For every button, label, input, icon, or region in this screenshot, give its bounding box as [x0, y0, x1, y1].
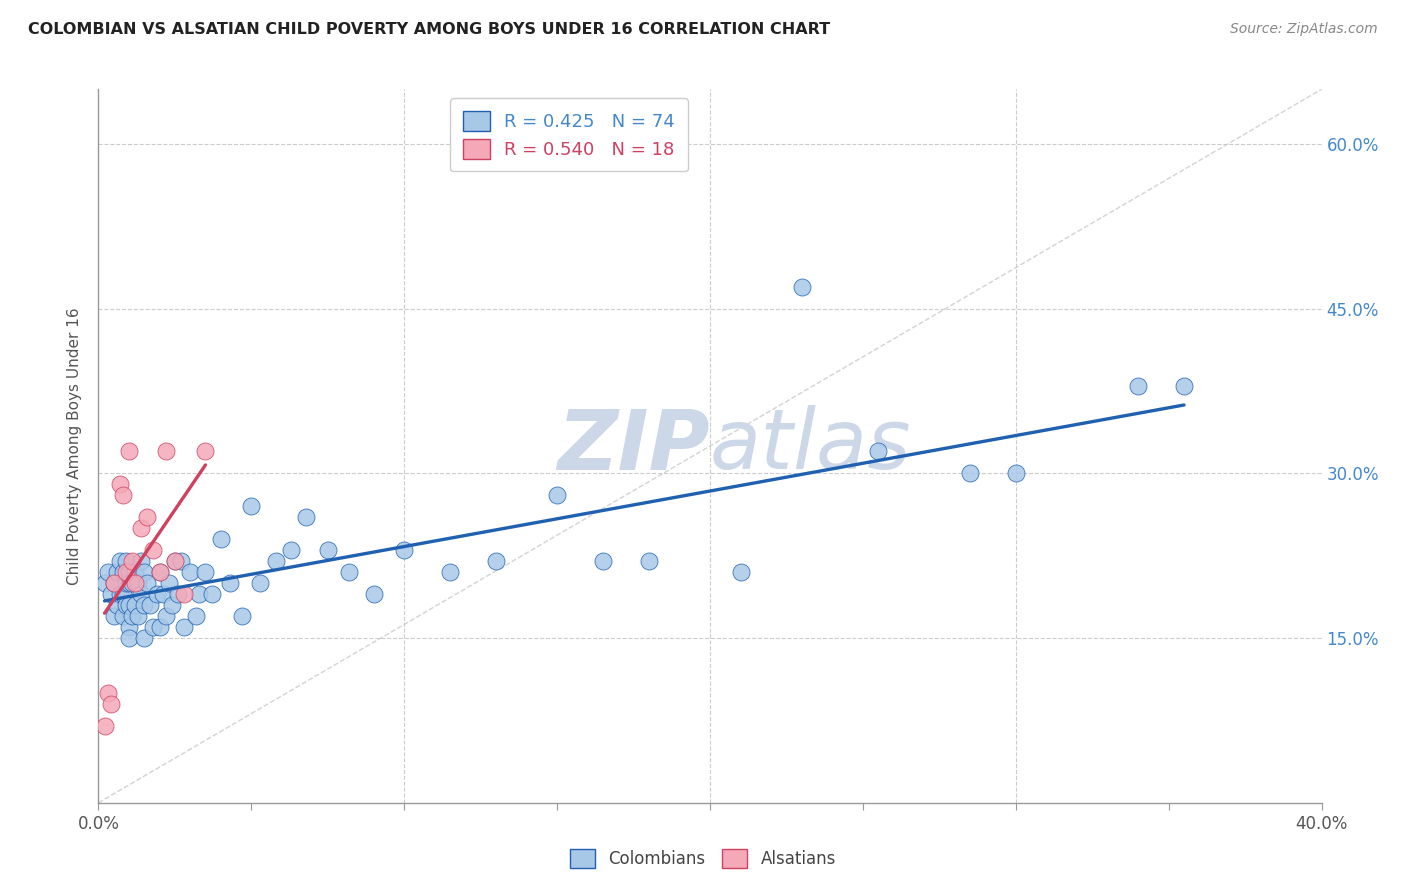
Point	[118, 620, 141, 634]
Text: COLOMBIAN VS ALSATIAN CHILD POVERTY AMONG BOYS UNDER 16 CORRELATION CHART: COLOMBIAN VS ALSATIAN CHILD POVERTY AMON…	[28, 22, 831, 37]
Point	[108, 477, 131, 491]
Text: ZIP: ZIP	[557, 406, 710, 486]
Point	[546, 488, 568, 502]
Y-axis label: Child Poverty Among Boys Under 16: Child Poverty Among Boys Under 16	[67, 307, 83, 585]
Point	[790, 280, 813, 294]
Point	[249, 576, 271, 591]
Point	[337, 566, 360, 580]
Point	[439, 566, 461, 580]
Point	[100, 697, 122, 711]
Point	[97, 686, 120, 700]
Point	[121, 554, 143, 568]
Point	[170, 554, 193, 568]
Point	[209, 533, 232, 547]
Point	[108, 554, 131, 568]
Point	[105, 566, 128, 580]
Point	[118, 598, 141, 612]
Point	[157, 576, 180, 591]
Point	[105, 598, 128, 612]
Legend: R = 0.425   N = 74, R = 0.540   N = 18: R = 0.425 N = 74, R = 0.540 N = 18	[450, 98, 688, 171]
Point	[134, 566, 156, 580]
Point	[129, 521, 152, 535]
Point	[124, 566, 146, 580]
Point	[108, 587, 131, 601]
Point	[149, 566, 172, 580]
Point	[118, 576, 141, 591]
Point	[111, 587, 134, 601]
Point	[111, 609, 134, 624]
Point	[93, 719, 115, 733]
Point	[1173, 378, 1195, 392]
Point	[730, 566, 752, 580]
Point	[637, 554, 661, 568]
Point	[160, 598, 183, 612]
Point	[167, 587, 190, 601]
Point	[173, 587, 195, 601]
Point	[127, 576, 149, 591]
Point	[280, 543, 302, 558]
Point	[152, 587, 174, 601]
Point	[93, 576, 115, 591]
Point	[111, 488, 134, 502]
Point	[592, 554, 614, 568]
Point	[231, 609, 253, 624]
Point	[111, 566, 134, 580]
Point	[186, 609, 208, 624]
Point	[163, 554, 186, 568]
Point	[129, 587, 152, 601]
Point	[115, 576, 138, 591]
Point	[115, 566, 138, 580]
Point	[363, 587, 385, 601]
Point	[295, 510, 318, 524]
Point	[179, 566, 201, 580]
Point	[1128, 378, 1150, 392]
Point	[121, 576, 143, 591]
Point	[149, 620, 172, 634]
Point	[136, 510, 159, 524]
Point	[142, 543, 165, 558]
Text: Source: ZipAtlas.com: Source: ZipAtlas.com	[1230, 22, 1378, 37]
Point	[136, 576, 159, 591]
Point	[129, 554, 152, 568]
Text: atlas: atlas	[710, 406, 911, 486]
Point	[868, 444, 890, 458]
Point	[118, 444, 141, 458]
Point	[316, 543, 339, 558]
Point	[134, 631, 156, 645]
Point	[134, 598, 156, 612]
Point	[100, 587, 122, 601]
Point	[97, 566, 120, 580]
Point	[188, 587, 211, 601]
Point	[194, 444, 217, 458]
Point	[118, 566, 141, 580]
Legend: Colombians, Alsatians: Colombians, Alsatians	[564, 843, 842, 875]
Point	[124, 598, 146, 612]
Point	[219, 576, 242, 591]
Point	[118, 631, 141, 645]
Point	[959, 467, 981, 481]
Point	[194, 566, 217, 580]
Point	[392, 543, 416, 558]
Point	[103, 609, 125, 624]
Point	[127, 609, 149, 624]
Point	[173, 620, 195, 634]
Point	[145, 587, 167, 601]
Point	[115, 554, 138, 568]
Point	[121, 609, 143, 624]
Point	[155, 444, 177, 458]
Point	[115, 598, 138, 612]
Point	[155, 609, 177, 624]
Point	[139, 598, 162, 612]
Point	[240, 500, 263, 514]
Point	[1004, 467, 1026, 481]
Point	[103, 576, 125, 591]
Point	[264, 554, 287, 568]
Point	[200, 587, 222, 601]
Point	[149, 566, 172, 580]
Point	[124, 576, 146, 591]
Point	[485, 554, 508, 568]
Point	[103, 576, 125, 591]
Point	[163, 554, 186, 568]
Point	[142, 620, 165, 634]
